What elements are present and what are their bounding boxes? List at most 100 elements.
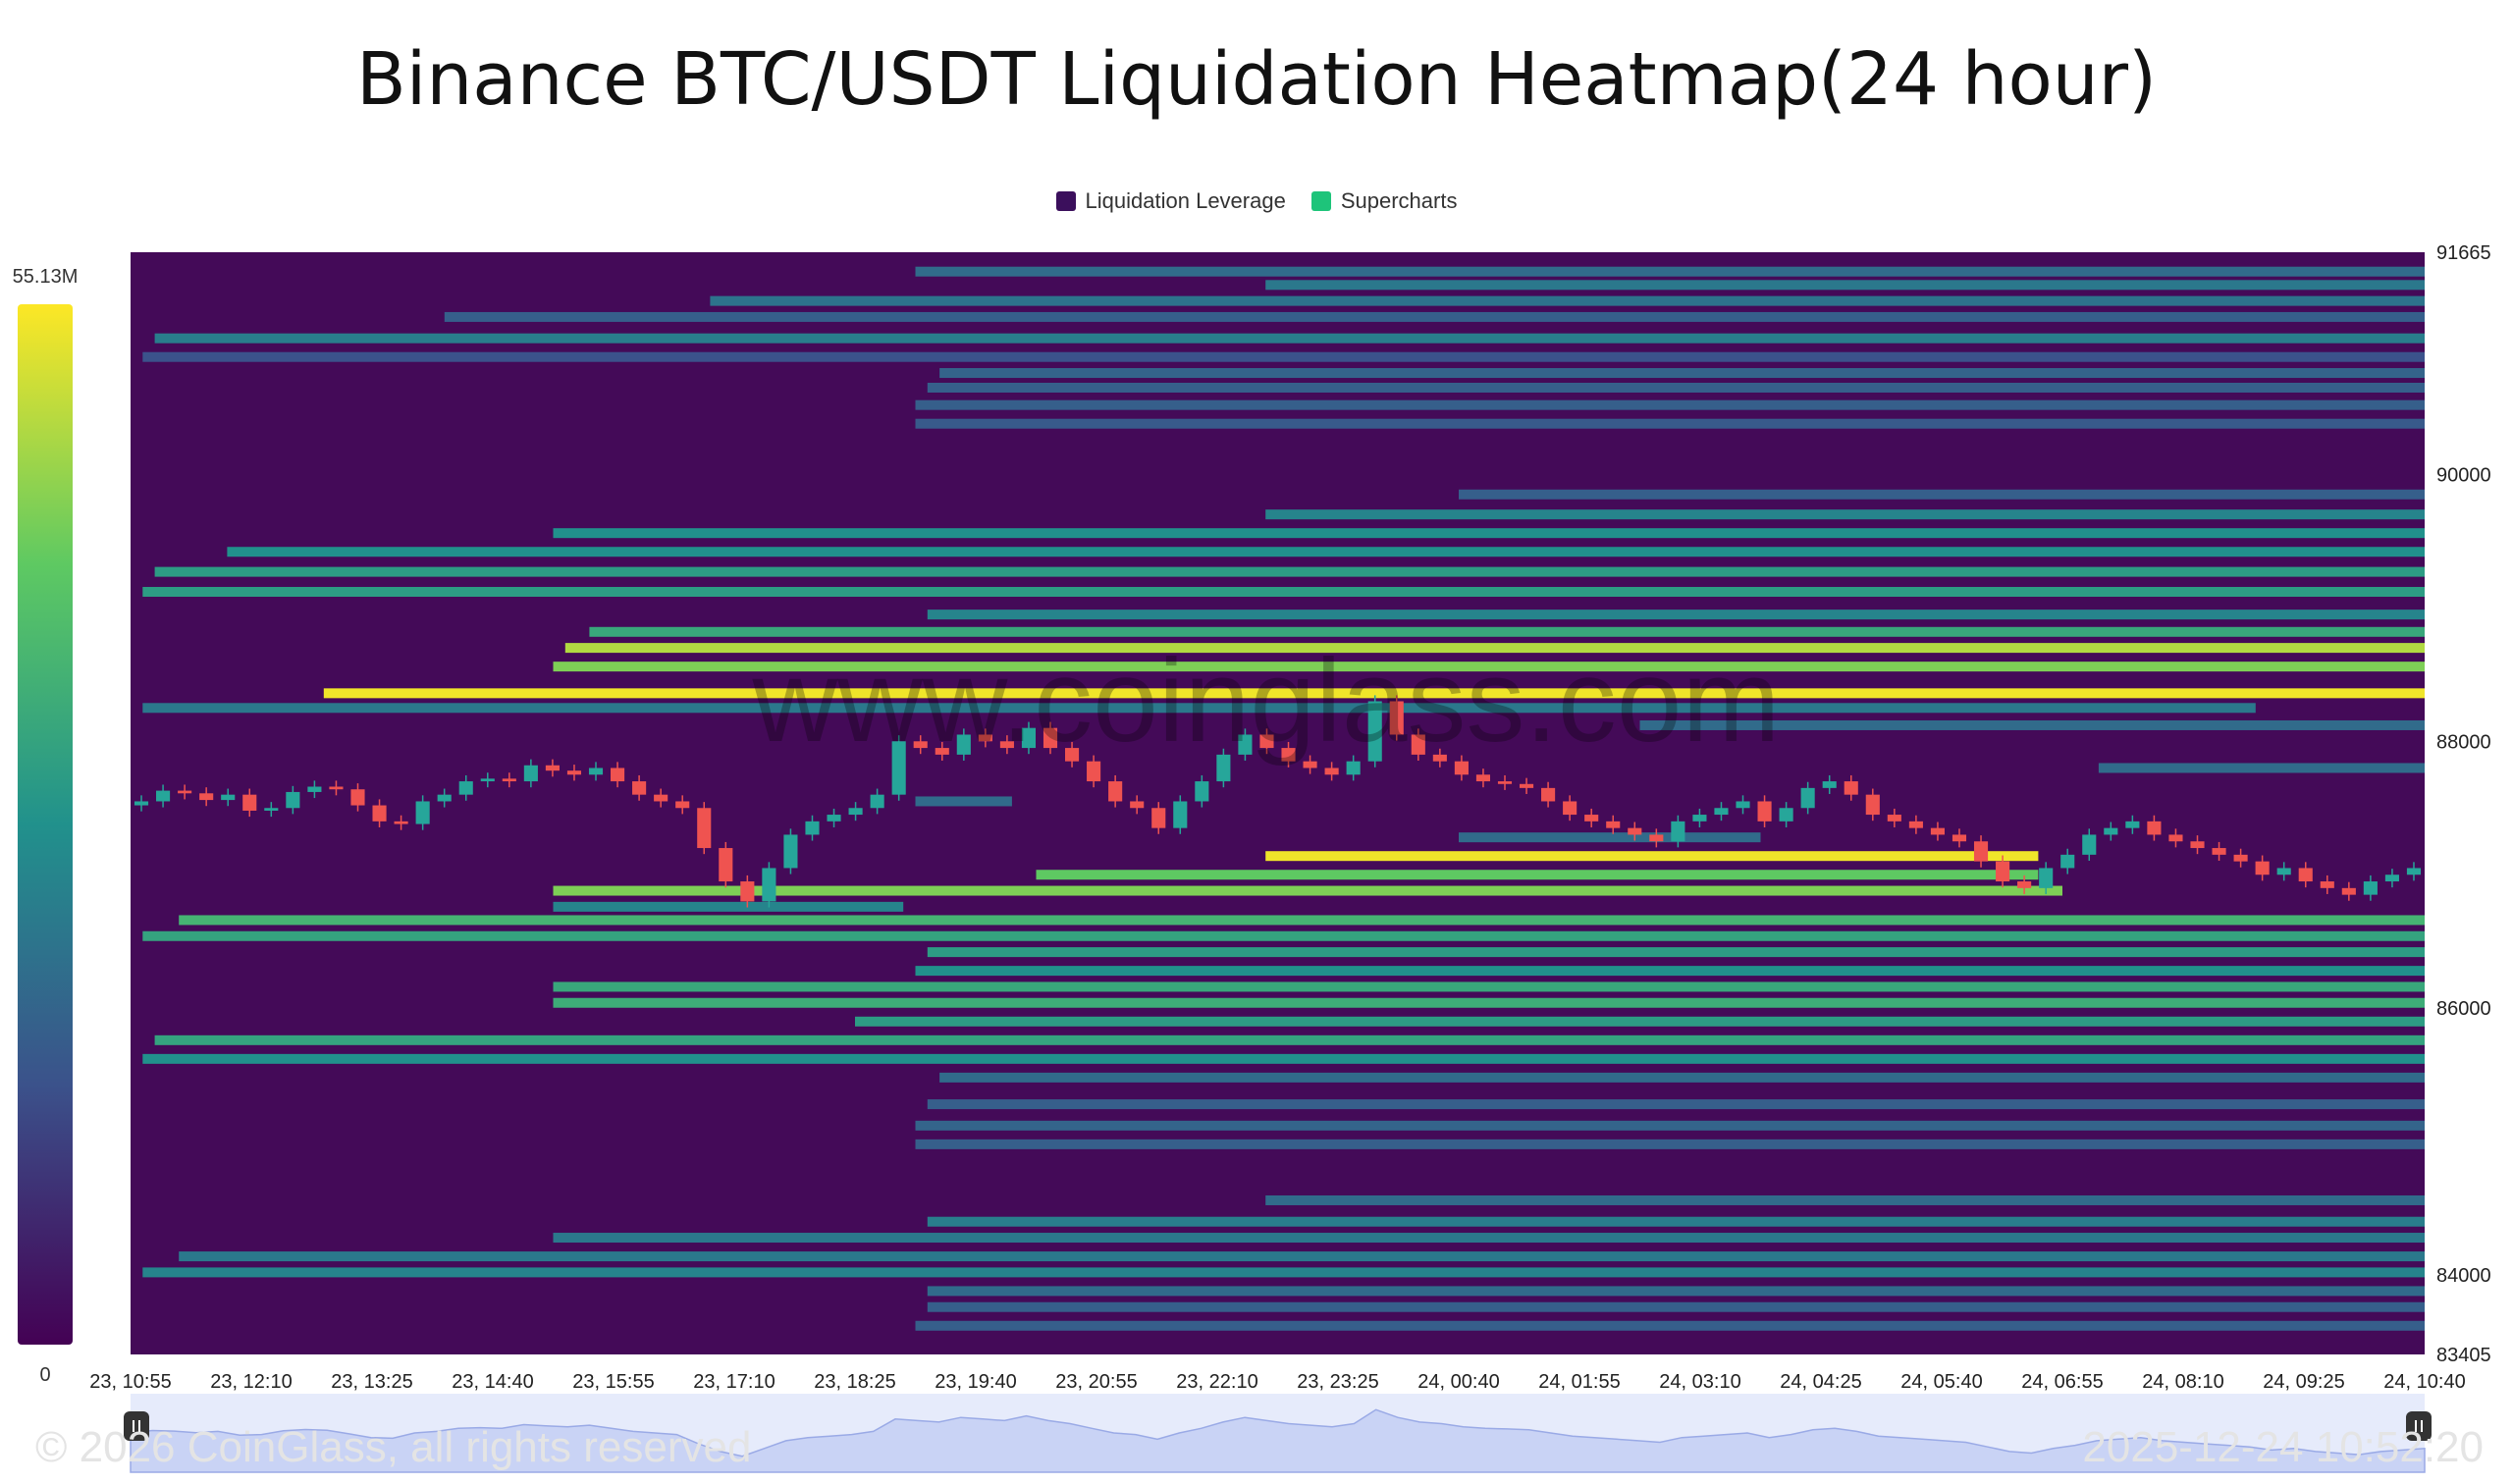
x-tick-label-5: 23, 17:10 [693,1371,775,1393]
x-tick-label-14: 24, 04:25 [1780,1371,1861,1393]
heat-band-49 [927,1301,2425,1312]
heat-band-24 [915,796,1012,807]
candle-18 [523,759,538,788]
candle-40 [999,735,1014,755]
heat-band-39 [939,1072,2425,1083]
colorbar-min-label: 0 [39,1364,50,1386]
candle-101 [2320,874,2334,894]
candle-103 [2363,874,2378,901]
heat-band-7 [927,382,2425,393]
candle-70 [1649,828,1664,848]
candle-6 [264,802,279,818]
candle-71 [1671,815,1685,848]
candle-12 [394,815,408,830]
heat-band-37 [154,1034,2425,1045]
candle-42 [1043,721,1058,755]
heat-band-14 [154,566,2425,577]
x-tick-label-13: 24, 03:10 [1659,1371,1740,1393]
candle-58 [1389,695,1404,741]
candle-5 [242,788,257,818]
candle-100 [2298,862,2313,888]
candle-45 [1108,774,1123,808]
legend-item-liquidation-leverage[interactable]: Liquidation Leverage [1055,188,1286,214]
x-tick-label-2: 23, 13:25 [331,1371,412,1393]
candle-79 [1844,774,1858,801]
heat-band-41 [915,1120,2425,1131]
candle-9 [329,780,344,796]
candle-1 [156,784,171,808]
candle-38 [956,728,971,761]
heat-band-48 [927,1286,2425,1297]
heat-band-4 [154,333,2425,344]
candle-88 [2039,862,2054,894]
candle-43 [1064,741,1080,768]
candle-76 [1779,802,1793,827]
heat-band-21 [142,703,2256,714]
candle-15 [458,774,473,801]
candle-2 [178,784,192,800]
candle-53 [1281,741,1296,768]
heat-band-47 [142,1267,2425,1278]
heat-band-46 [179,1251,2426,1262]
candle-67 [1584,808,1599,827]
candle-94 [2168,828,2183,848]
candle-54 [1303,755,1317,774]
heat-band-20 [323,688,2425,699]
heat-band-13 [227,547,2426,557]
candle-25 [675,795,690,815]
heat-band-29 [553,901,904,912]
x-tick-label-10: 23, 23:25 [1297,1371,1378,1393]
x-tick-label-0: 23, 10:55 [89,1371,171,1393]
candle-69 [1628,822,1642,841]
heat-band-17 [589,626,2425,637]
legend-label-supercharts: Supercharts [1340,188,1458,213]
colorbar-gradient [18,304,73,1345]
candle-28 [740,874,755,908]
candle-65 [1541,781,1556,808]
heat-band-44 [927,1216,2425,1227]
candle-36 [913,735,928,755]
x-tick-label-12: 24, 01:55 [1538,1371,1620,1393]
y-tick-label-2: 88000 [2436,731,2491,753]
candle-105 [2406,862,2422,881]
heat-band-34 [553,981,2425,992]
candle-19 [545,759,560,777]
candle-8 [307,780,322,799]
heat-band-3 [444,311,2425,322]
x-tick-label-8: 23, 20:55 [1055,1371,1137,1393]
candle-26 [697,802,712,855]
heat-band-2 [710,295,2425,306]
y-tick-label-3: 86000 [2436,998,2491,1020]
candle-81 [1887,808,1901,827]
x-tick-label-17: 24, 08:10 [2142,1371,2223,1393]
candle-30 [783,828,798,874]
legend-swatch-supercharts [1310,191,1331,211]
x-tick-label-18: 24, 09:25 [2263,1371,2344,1393]
candle-37 [935,741,949,761]
range-navigator[interactable] [124,1394,2432,1473]
heat-band-22 [1639,719,2425,730]
heat-band-15 [142,587,2425,598]
heat-band-42 [915,1139,2425,1149]
heat-band-11 [1265,509,2425,520]
candle-83 [1930,822,1945,841]
legend-item-supercharts[interactable]: Supercharts [1310,188,1458,214]
candle-35 [891,735,906,801]
heat-band-9 [915,418,2425,429]
candle-99 [2276,862,2291,881]
heat-band-23 [2098,763,2425,773]
candle-50 [1216,748,1231,788]
heat-band-19 [553,662,2425,672]
footer-copyright: © 2026 CoinGlass, all rights reserved [35,1423,752,1471]
navigator-right-handle[interactable] [2406,1411,2432,1441]
heat-band-31 [142,930,2425,941]
candle-64 [1519,777,1534,794]
x-tick-label-9: 23, 22:10 [1176,1371,1257,1393]
navigator-left-handle[interactable] [124,1411,149,1441]
candle-17 [502,772,516,788]
plot-background[interactable] [131,252,2425,1354]
heat-band-6 [939,368,2425,379]
plot-area[interactable] [131,252,2425,1354]
heat-band-16 [927,610,2425,620]
candle-22 [611,762,625,788]
